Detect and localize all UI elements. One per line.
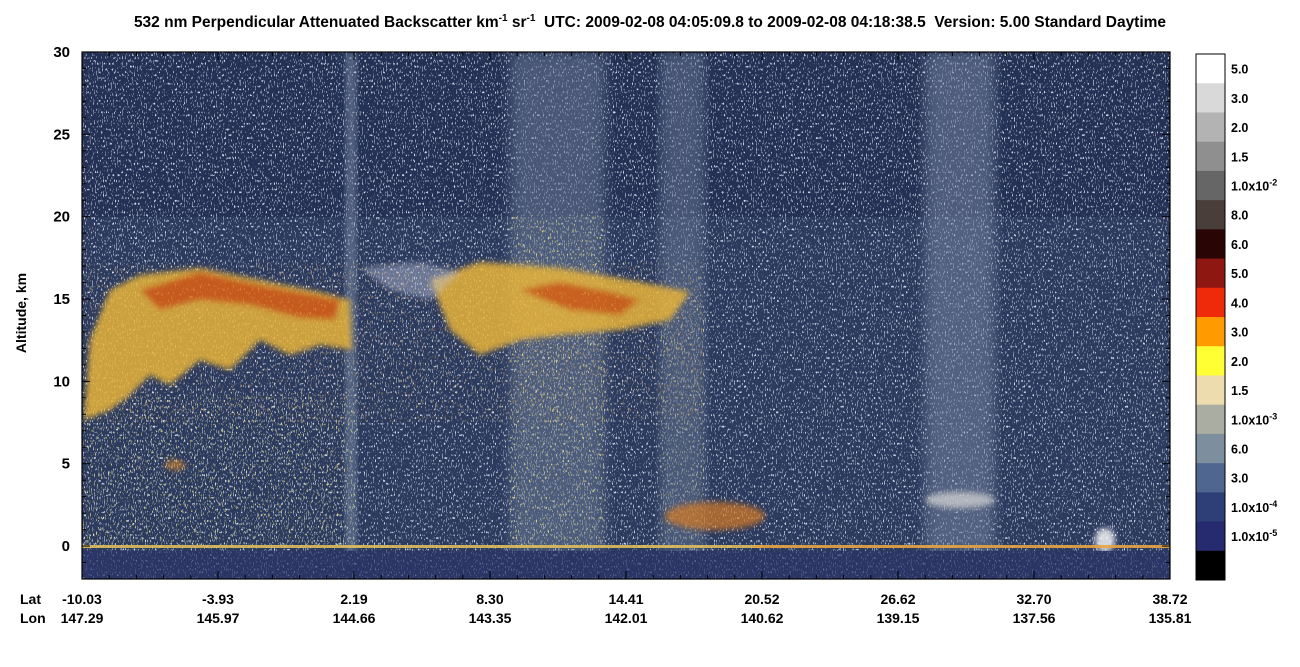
y-tick-label: 25 [53,126,70,143]
lon-tick-label: 144.66 [333,610,376,626]
colorbar-label-exponent: -5 [1269,528,1277,538]
lat-tick-label: 2.19 [340,591,367,607]
colorbar-label-exponent: -4 [1269,499,1277,509]
lon-tick-label: 137.56 [1013,610,1056,626]
colorbar-swatch [1196,375,1225,406]
colorbar-swatch [1196,141,1225,172]
colorbar-swatch [1196,550,1225,581]
lat-tick-label: 32.70 [1016,591,1051,607]
lon-tick-label: 142.01 [605,610,648,626]
title-exponent-sr: -1 [526,13,536,24]
colorbar-swatch [1196,112,1225,143]
colorbar-swatch [1196,433,1225,464]
colorbar-label: 6.0 [1231,238,1248,252]
colorbar-label: 1.0x10-3 [1231,411,1277,427]
colorbar-swatch [1196,229,1225,260]
y-tick-label: 20 [53,209,70,226]
lat-tick-label: 26.62 [880,591,915,607]
colorbar-label: 1.5 [1231,150,1248,164]
lon-tick-label: 147.29 [61,610,104,626]
colorbar-label: 3.0 [1231,472,1248,486]
backscatter-image [82,52,1170,579]
y-tick-label: 15 [53,291,70,308]
colorbar-swatch [1196,346,1225,376]
y-tick-label: 30 [53,44,70,61]
colorbar-swatch [1196,258,1225,289]
lat-tick-label: 38.72 [1152,591,1187,607]
colorbar-label-exponent: -2 [1269,178,1277,188]
title-quantity: 532 nm Perpendicular Attenuated Backscat… [133,14,499,32]
colorbar-label: 2.0 [1231,355,1248,369]
colorbar-swatch [1196,287,1225,318]
colorbar-swatch [1196,200,1225,230]
title-exponent-km: -1 [498,13,508,24]
colorbar-label: 5.0 [1231,267,1248,281]
lat-tick-label: 8.30 [476,591,503,607]
lat-tick-label: -10.03 [62,591,102,607]
title-unit-sr: sr [507,14,527,32]
colorbar-label: 1.0x10-5 [1231,528,1277,544]
y-tick-label: 0 [62,538,70,555]
colorbar-label: 1.0x10-4 [1231,499,1277,515]
colorbar-swatch [1196,521,1225,552]
chart-title: 532 nm Perpendicular Attenuated Backscat… [0,13,1300,32]
colorbar-label: 4.0 [1231,296,1248,310]
lon-tick-label: 145.97 [197,610,240,626]
lat-tick-label: 20.52 [744,591,779,607]
x-row-label-lon: Lon [20,610,46,626]
colorbar-label: 5.0 [1231,63,1248,77]
colorbar-label: 2.0 [1231,121,1248,135]
lat-tick-label: -3.93 [202,591,234,607]
y-tick-label: 5 [62,456,70,473]
colorbar-label: 1.5 [1231,384,1248,398]
colorbar-frame [1195,53,1226,581]
lon-tick-label: 135.81 [1149,610,1192,626]
colorbar-label: 3.0 [1231,326,1248,340]
y-tick-label: 10 [53,373,70,390]
colorbar-swatch [1196,492,1225,523]
colorbar-swatch [1196,83,1225,113]
title-time-version: UTC: 2009-02-08 04:05:09.8 to 2009-02-08… [535,14,1167,32]
colorbar-swatch [1196,463,1225,493]
colorbar-label: 1.0x10-2 [1231,178,1277,194]
colorbar-swatch [1196,317,1225,347]
colorbar-swatch [1196,170,1225,201]
colorbar-swatch [1196,54,1225,84]
colorbar-label: 6.0 [1231,443,1248,457]
colorbar-label: 8.0 [1231,209,1248,223]
y-axis: 0 5 10 15 20 25 30 [53,44,1170,580]
colorbar: 5.0 3.0 2.0 1.5 1.0x10-2 8.0 6.0 5.0 4.0 3.0 2.0 1.… [1195,53,1277,581]
lon-tick-label: 143.35 [469,610,512,626]
y-axis-label: Altitude, km [13,273,29,353]
lon-tick-label: 139.15 [877,610,920,626]
colorbar-label: 3.0 [1231,92,1248,106]
colorbar-swatch [1196,404,1225,435]
lon-tick-label: 140.62 [741,610,784,626]
x-row-label-lat: Lat [20,591,41,607]
lat-tick-label: 14.41 [608,591,643,607]
colorbar-label-exponent: -3 [1269,411,1277,421]
x-axis: -10.03 147.29 -3.93 145.97 2.19 144.66 8.30 143… [61,52,1192,626]
